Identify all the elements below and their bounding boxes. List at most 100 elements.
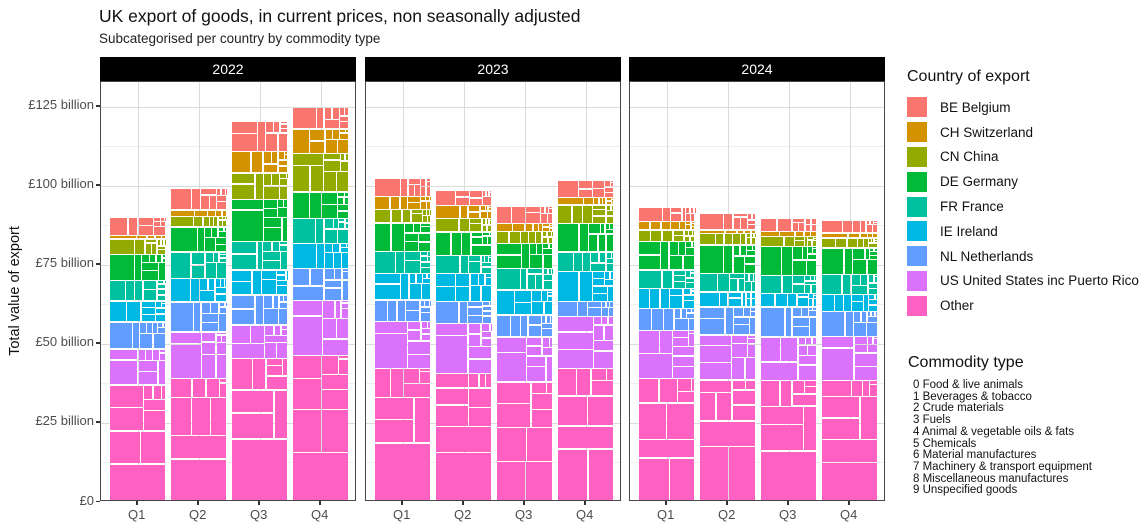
mosaic-tile bbox=[284, 295, 287, 302]
mosaic-tile bbox=[858, 238, 863, 248]
mosaic-tile bbox=[481, 338, 491, 346]
mosaic-tile bbox=[252, 270, 261, 295]
mosaic-tile bbox=[558, 252, 573, 272]
mosaic-tile bbox=[427, 201, 430, 210]
mosaic-tile bbox=[405, 261, 420, 273]
mosaic-tile bbox=[345, 223, 348, 229]
mosaic-tile bbox=[690, 207, 694, 213]
mosaic-tile bbox=[584, 198, 593, 205]
gridline bbox=[366, 304, 620, 306]
mosaic-tile bbox=[815, 275, 816, 281]
mosaic-tile bbox=[609, 308, 613, 316]
mosaic-tile bbox=[874, 275, 877, 276]
mosaic-tile bbox=[218, 231, 226, 237]
facet-strip-label: 2023 bbox=[477, 61, 509, 77]
x-tick-label: Q3 bbox=[250, 507, 268, 522]
legend-swatch bbox=[907, 246, 927, 267]
mosaic-tile bbox=[216, 210, 222, 217]
mosaic-tile bbox=[545, 207, 548, 213]
mosaic-tile bbox=[342, 280, 348, 300]
mosaic-tile bbox=[345, 219, 348, 223]
mosaic-tile bbox=[143, 290, 157, 301]
mosaic-tile bbox=[497, 243, 521, 255]
mosaic-tile bbox=[700, 335, 732, 345]
mosaic-tile bbox=[171, 227, 197, 252]
mosaic-tile bbox=[277, 275, 286, 280]
mosaic-tile bbox=[335, 300, 341, 318]
mosaic-tile bbox=[138, 361, 158, 371]
mosaic-tile bbox=[143, 280, 157, 289]
mosaic-tile bbox=[143, 385, 153, 399]
legend-swatch bbox=[907, 122, 927, 143]
mosaic-tile bbox=[279, 295, 283, 302]
mosaic-tile bbox=[277, 343, 287, 358]
mosaic-tile bbox=[814, 294, 816, 295]
commodity-item: 5 Chemicals bbox=[913, 437, 977, 450]
mosaic-tile bbox=[700, 346, 732, 362]
mosaic-tile bbox=[748, 339, 755, 344]
mosaic-tile bbox=[145, 239, 157, 243]
mosaic-tile bbox=[280, 121, 287, 124]
mosaic-tile bbox=[650, 222, 661, 230]
mosaic-tile bbox=[110, 255, 134, 280]
mosaic-tile bbox=[255, 295, 263, 325]
mosaic-tile bbox=[872, 238, 874, 243]
mosaic-tile bbox=[792, 307, 801, 317]
mosaic-tile bbox=[280, 124, 287, 128]
mosaic-tile bbox=[221, 189, 225, 195]
mosaic-tile bbox=[822, 348, 854, 380]
mosaic-tile bbox=[730, 279, 738, 292]
mosaic-tile bbox=[162, 258, 165, 262]
mosaic-tile bbox=[733, 325, 749, 335]
mosaic-tile bbox=[375, 369, 390, 397]
mosaic-tile bbox=[558, 224, 579, 252]
mosaic-tile bbox=[462, 232, 471, 255]
mosaic-tile bbox=[497, 232, 509, 243]
mosaic-tile bbox=[689, 334, 694, 346]
mosaic-tile bbox=[263, 151, 271, 164]
y-tick-mark bbox=[96, 421, 100, 423]
mosaic-tile bbox=[558, 426, 613, 449]
mosaic-tile bbox=[777, 218, 792, 231]
mosaic-tile bbox=[558, 302, 577, 316]
mosaic-tile bbox=[391, 223, 404, 251]
mosaic-tile bbox=[639, 207, 662, 222]
mosaic-tile bbox=[594, 351, 613, 368]
mosaic-tile bbox=[686, 313, 694, 318]
mosaic-tile bbox=[272, 151, 278, 164]
mosaic-tile bbox=[793, 247, 802, 260]
mosaic-tile bbox=[158, 361, 165, 385]
mosaic-tile bbox=[606, 205, 611, 210]
mosaic-tile bbox=[420, 262, 430, 267]
mosaic-tile bbox=[483, 306, 491, 311]
x-tick-label: Q3 bbox=[779, 507, 797, 522]
mosaic-tile bbox=[807, 260, 816, 275]
mosaic-tile bbox=[263, 252, 280, 261]
mosaic-tile bbox=[746, 292, 751, 298]
mosaic-tile bbox=[795, 240, 804, 247]
mosaic-tile bbox=[686, 270, 690, 278]
mosaic-tile bbox=[761, 232, 779, 236]
mosaic-tile bbox=[851, 275, 860, 285]
x-tick-label: Q4 bbox=[311, 507, 329, 522]
mosaic-tile bbox=[606, 198, 611, 201]
mosaic-tile bbox=[497, 268, 520, 290]
mosaic-tile bbox=[848, 233, 860, 238]
mosaic-tile bbox=[591, 369, 606, 380]
mosaic-tile bbox=[744, 307, 750, 317]
mosaic-tile bbox=[751, 307, 755, 311]
mosaic-tile bbox=[489, 221, 491, 225]
mosaic-tile bbox=[550, 224, 552, 225]
mosaic-tile bbox=[110, 385, 143, 407]
mosaic-tile bbox=[426, 179, 430, 181]
mosaic-tile bbox=[471, 237, 482, 245]
mosaic-tile bbox=[577, 369, 591, 396]
mosaic-tile bbox=[232, 173, 255, 184]
mosaic-tile bbox=[798, 356, 816, 365]
mosaic-tile bbox=[483, 311, 491, 316]
mosaic-tile bbox=[686, 224, 691, 230]
y-tick-mark bbox=[96, 342, 100, 344]
facet-panel: 2022 bbox=[100, 57, 356, 501]
mosaic-tile bbox=[751, 292, 755, 294]
